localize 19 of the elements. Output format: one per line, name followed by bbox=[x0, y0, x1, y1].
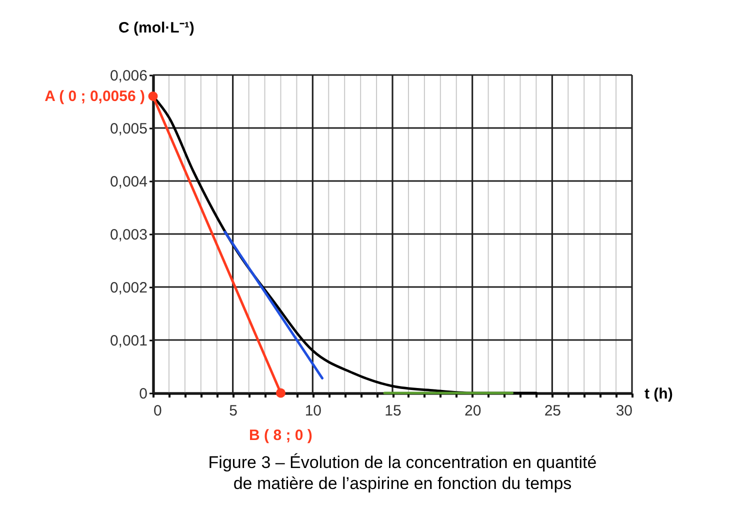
y-tick-label: 0,002 bbox=[110, 280, 148, 296]
y-tick-label: 0,006 bbox=[110, 68, 148, 84]
annotation: B ( 8 ; 0 ) bbox=[249, 427, 312, 444]
x-tick-label: 25 bbox=[544, 402, 562, 420]
y-tick-label: 0,003 bbox=[110, 226, 148, 244]
x-tick-label: 30 bbox=[616, 402, 632, 420]
y-tick-label: 0,001 bbox=[110, 332, 148, 350]
x-axis-title: t (h) bbox=[644, 386, 673, 402]
y-tick-label: 0 bbox=[139, 386, 148, 402]
x-tick-label: 10 bbox=[304, 402, 322, 420]
y-tick-label: 0,004 bbox=[110, 174, 148, 190]
x-tick-label: 5 bbox=[229, 402, 238, 420]
x-tick-label: 0 bbox=[154, 402, 162, 420]
y-tick-label: 0,005 bbox=[110, 120, 148, 138]
annotation: A ( 0 ; 0,0056 ) bbox=[44, 88, 145, 106]
text: Figure 3 – Évolution de la concentration en quantité de matière de l’aspirine en fonction du temps bbox=[208, 453, 597, 493]
x-tick-label: 15 bbox=[384, 402, 402, 420]
x-tick-label: 20 bbox=[464, 402, 482, 420]
y-axis-title: C (mol·L⁻¹) bbox=[118, 20, 194, 36]
